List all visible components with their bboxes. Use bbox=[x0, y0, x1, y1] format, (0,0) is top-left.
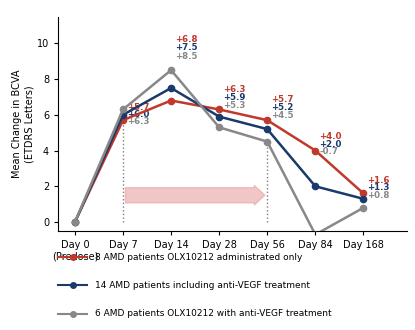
Text: +1.3: +1.3 bbox=[367, 183, 390, 192]
Text: 14 AMD patients including anti-VEGF treatment: 14 AMD patients including anti-VEGF trea… bbox=[95, 281, 310, 290]
Text: +6.3: +6.3 bbox=[223, 84, 246, 94]
Text: +8.5: +8.5 bbox=[175, 51, 197, 60]
Text: +2.0: +2.0 bbox=[319, 140, 342, 148]
Text: +0.8: +0.8 bbox=[367, 191, 390, 200]
Text: +1.6: +1.6 bbox=[367, 176, 390, 185]
Text: +6.8: +6.8 bbox=[175, 35, 198, 45]
Text: +5.7: +5.7 bbox=[127, 103, 149, 112]
Text: +5.3: +5.3 bbox=[223, 101, 245, 110]
Text: +4.0: +4.0 bbox=[319, 132, 342, 141]
FancyArrow shape bbox=[125, 185, 265, 205]
Text: +5.7: +5.7 bbox=[271, 95, 293, 104]
Text: +5.9: +5.9 bbox=[223, 93, 245, 102]
Text: +4.5: +4.5 bbox=[271, 112, 293, 120]
Text: -0.7: -0.7 bbox=[319, 147, 338, 156]
Text: +6.3: +6.3 bbox=[127, 116, 149, 126]
Text: +6.0: +6.0 bbox=[127, 110, 149, 119]
Text: +7.5: +7.5 bbox=[175, 44, 198, 52]
Y-axis label: Mean Change in BCVA
(ETDRS Letters): Mean Change in BCVA (ETDRS Letters) bbox=[12, 70, 34, 178]
Text: +5.2: +5.2 bbox=[271, 103, 293, 112]
Text: 6 AMD patients OLX10212 with anti-VEGF treatment: 6 AMD patients OLX10212 with anti-VEGF t… bbox=[95, 309, 332, 318]
Text: 8 AMD patients OLX10212 administrated only: 8 AMD patients OLX10212 administrated on… bbox=[95, 253, 303, 262]
